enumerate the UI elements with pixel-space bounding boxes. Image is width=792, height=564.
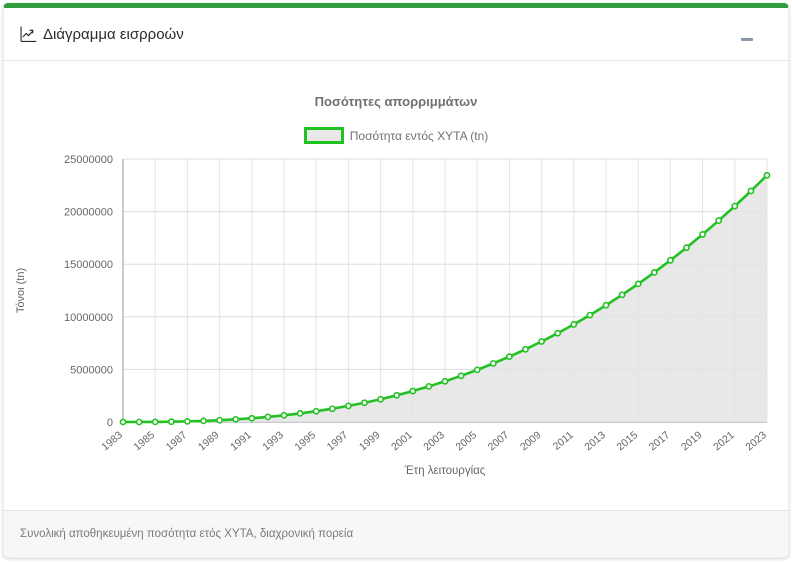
svg-text:2009: 2009 [518,429,544,453]
svg-text:2001: 2001 [389,429,415,453]
svg-text:25000000: 25000000 [64,154,113,166]
svg-text:10000000: 10000000 [64,312,113,324]
svg-text:2007: 2007 [486,429,512,453]
svg-text:2003: 2003 [421,429,447,453]
svg-text:1989: 1989 [196,429,222,453]
svg-text:1999: 1999 [357,429,383,453]
svg-text:2013: 2013 [582,429,608,453]
svg-text:1997: 1997 [325,429,351,453]
svg-text:0: 0 [107,417,113,429]
svg-text:2023: 2023 [743,429,769,453]
svg-text:15000000: 15000000 [64,259,113,271]
svg-text:1991: 1991 [228,429,254,453]
svg-text:2011: 2011 [551,429,576,453]
svg-text:1987: 1987 [164,429,190,453]
svg-text:2021: 2021 [711,429,737,453]
svg-text:1983: 1983 [99,429,125,453]
svg-text:20000000: 20000000 [64,207,113,219]
svg-text:1985: 1985 [132,429,158,453]
svg-text:Τόνοι (tn): Τόνοι (tn) [15,268,27,313]
svg-text:2017: 2017 [647,429,673,453]
svg-text:2015: 2015 [615,429,641,453]
svg-text:1995: 1995 [293,429,319,453]
svg-text:2019: 2019 [679,429,705,453]
svg-text:5000000: 5000000 [70,364,113,376]
svg-text:2005: 2005 [454,429,480,453]
svg-text:1993: 1993 [260,429,286,453]
svg-text:Έτη λειτουργίας: Έτη λειτουργίας [404,465,486,477]
